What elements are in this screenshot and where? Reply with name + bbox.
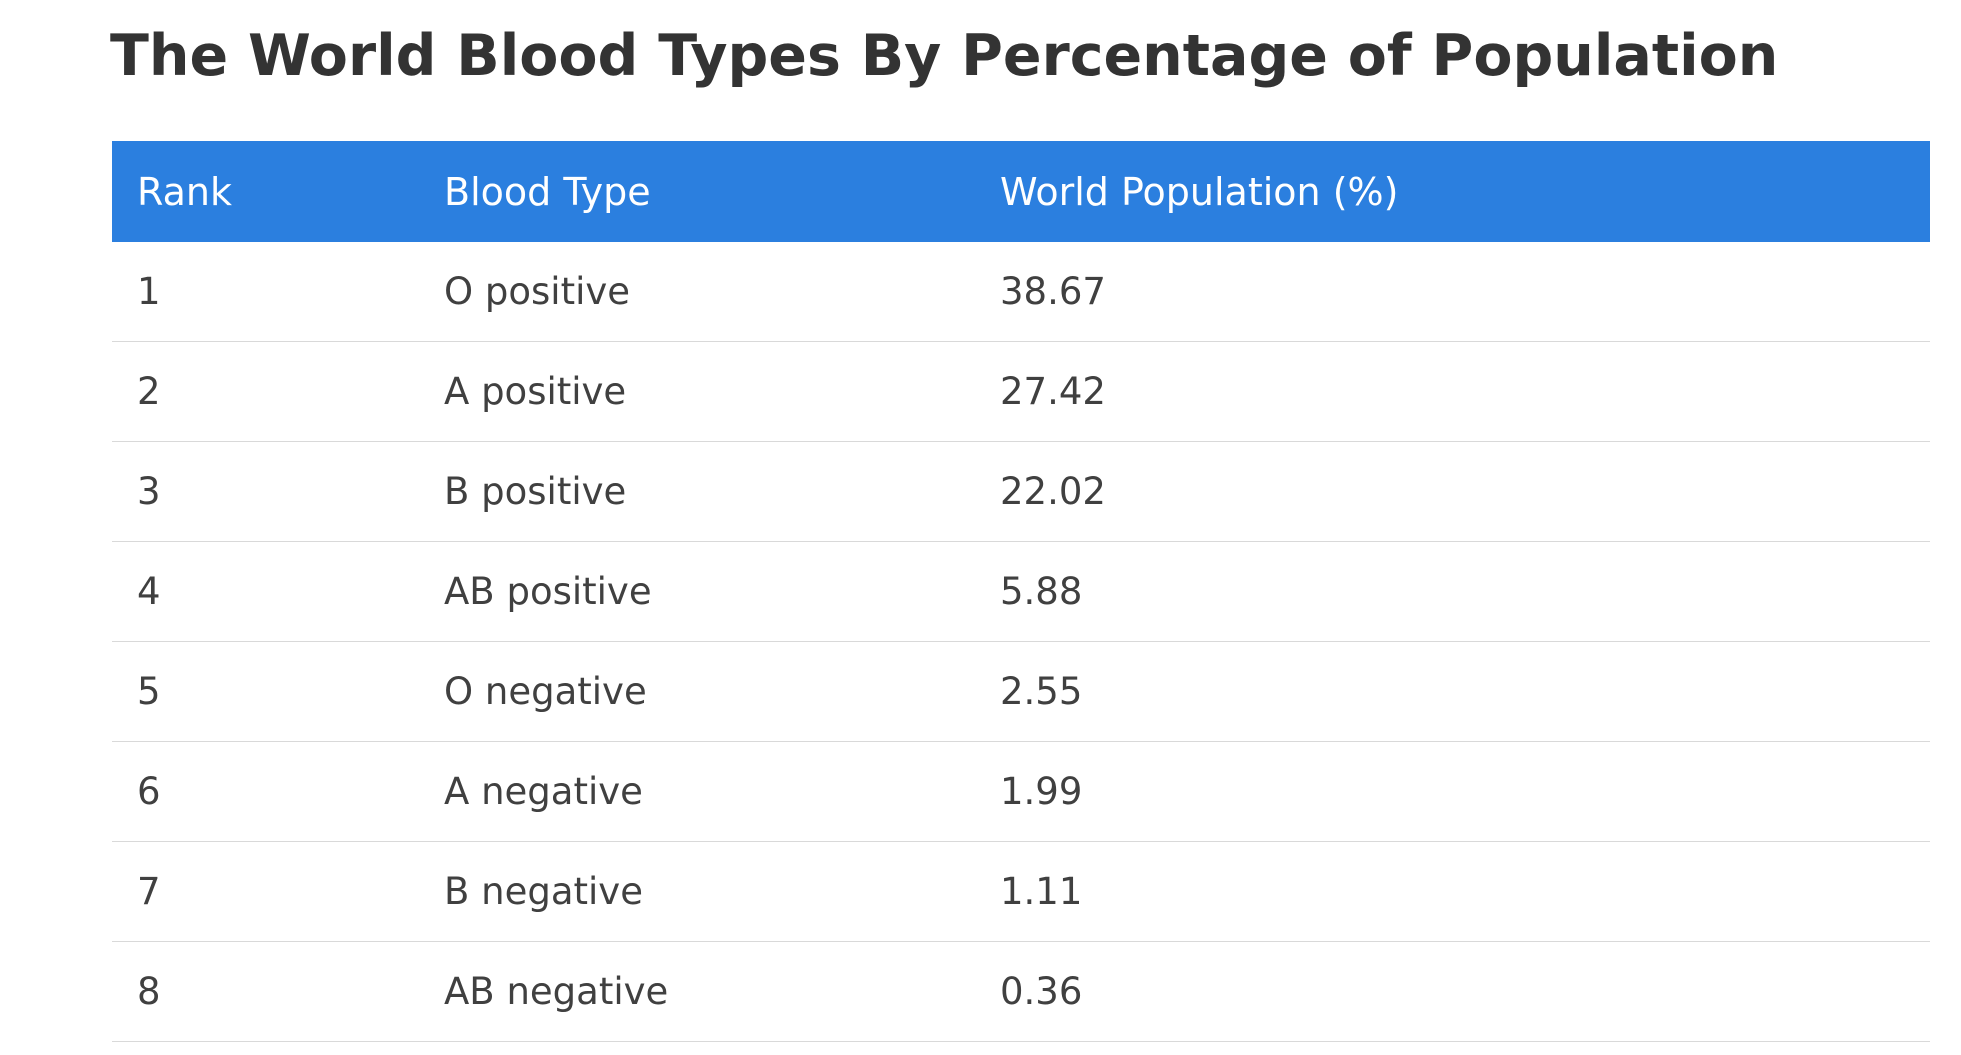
table-header-row: Rank Blood Type World Population (%)	[112, 141, 1930, 242]
blood-type-cell: B positive	[419, 441, 975, 542]
rank-cell: 6	[112, 741, 419, 842]
population-cell: 5.88	[975, 541, 1930, 642]
rank-cell: 1	[112, 242, 419, 342]
blood-type-cell: B negative	[419, 841, 975, 942]
column-header-rank[interactable]: Rank	[137, 169, 232, 214]
rank-cell: 8	[112, 941, 419, 1042]
rank-cell: 3	[112, 441, 419, 542]
table-row: 8 AB negative 0.36	[112, 941, 1930, 1042]
rank-cell: 5	[112, 641, 419, 742]
population-cell: 27.42	[975, 341, 1930, 442]
table-row: 2 A positive 27.42	[112, 341, 1930, 442]
blood-type-cell: A positive	[419, 341, 975, 442]
table-row: 4 AB positive 5.88	[112, 541, 1930, 642]
population-cell: 1.99	[975, 741, 1930, 842]
blood-type-cell: O negative	[419, 641, 975, 742]
page-title: The World Blood Types By Percentage of P…	[110, 23, 1779, 89]
population-cell: 0.36	[975, 941, 1930, 1042]
rank-cell: 2	[112, 341, 419, 442]
column-header-blood-type[interactable]: Blood Type	[444, 169, 651, 214]
rank-cell: 4	[112, 541, 419, 642]
blood-types-table: Rank Blood Type World Population (%) 1 O…	[112, 141, 1930, 1042]
table-row: 1 O positive 38.67	[112, 242, 1930, 342]
population-cell: 22.02	[975, 441, 1930, 542]
table-row: 6 A negative 1.99	[112, 741, 1930, 842]
population-cell: 2.55	[975, 641, 1930, 742]
column-header-world-population[interactable]: World Population (%)	[1000, 169, 1399, 214]
blood-type-cell: AB negative	[419, 941, 975, 1042]
population-cell: 38.67	[975, 242, 1930, 342]
table-row: 7 B negative 1.11	[112, 841, 1930, 942]
population-cell: 1.11	[975, 841, 1930, 942]
blood-type-cell: AB positive	[419, 541, 975, 642]
table-row: 3 B positive 22.02	[112, 441, 1930, 542]
table-row: 5 O negative 2.55	[112, 641, 1930, 742]
rank-cell: 7	[112, 841, 419, 942]
blood-type-cell: O positive	[419, 242, 975, 342]
blood-type-cell: A negative	[419, 741, 975, 842]
